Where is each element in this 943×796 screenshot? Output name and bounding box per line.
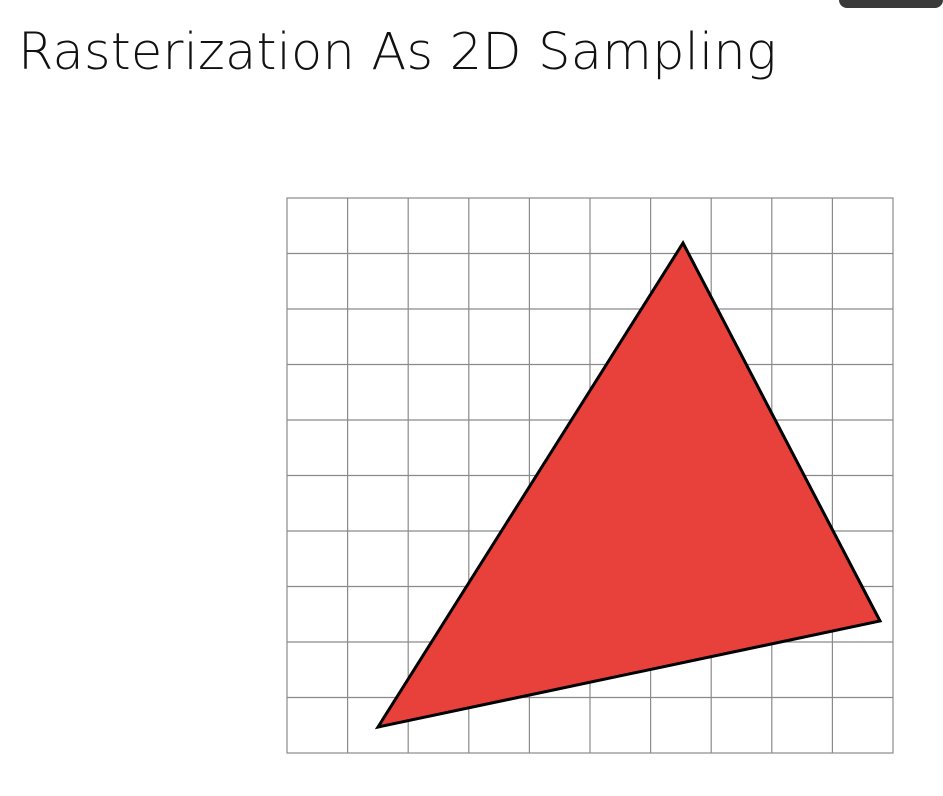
slide-title: Rasterization As 2D Sampling bbox=[18, 23, 777, 82]
corner-tab bbox=[839, 0, 943, 8]
triangle bbox=[374, 239, 883, 730]
